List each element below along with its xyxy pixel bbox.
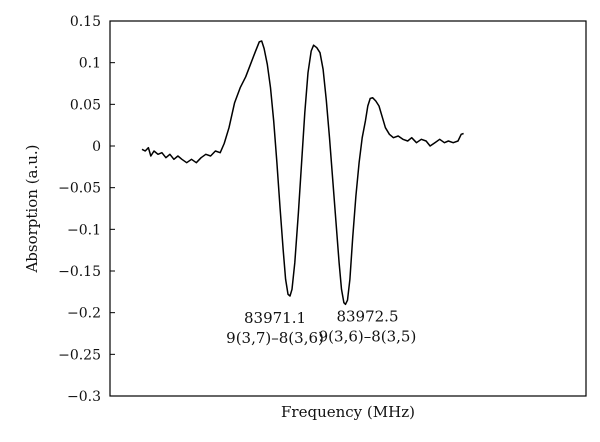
y-tick-label: −0.3: [67, 389, 101, 405]
y-tick-label: 0.05: [70, 97, 101, 113]
y-axis-ticks: 0.15 0.1 0.05 0 −0.05 −0.1 −0.15 −0.2 −0.25 −0.3: [58, 14, 115, 405]
y-axis-label: Absorption (a.u.): [23, 144, 41, 273]
peak-transition-label: 9(3,6)–8(3,5): [319, 327, 417, 345]
y-tick-label: −0.1: [67, 222, 101, 238]
plot-frame: [109, 20, 587, 397]
y-tick-label: 0.15: [70, 14, 101, 30]
y-tick-label: −0.05: [58, 181, 101, 197]
x-axis-label: Frequency (MHz): [281, 403, 415, 421]
y-tick-label: −0.15: [58, 264, 101, 280]
y-tick-label: −0.2: [67, 306, 101, 322]
peak-frequency-label: 83972.5: [336, 307, 398, 325]
series-layer: [141, 40, 464, 306]
y-tick-label: 0.1: [79, 56, 101, 72]
peak-frequency-label: 83971.1: [244, 309, 306, 327]
y-tick-label: −0.25: [58, 347, 101, 363]
plot-border: [109, 20, 587, 397]
peak-transition-label: 9(3,7)–8(3,6): [226, 329, 324, 347]
absorption-trace: [141, 40, 464, 306]
y-tick-label: 0: [92, 139, 101, 155]
annotation-layer: 83971.1 9(3,7)–8(3,6) 83972.5 9(3,6)–8(3,5): [226, 307, 416, 347]
